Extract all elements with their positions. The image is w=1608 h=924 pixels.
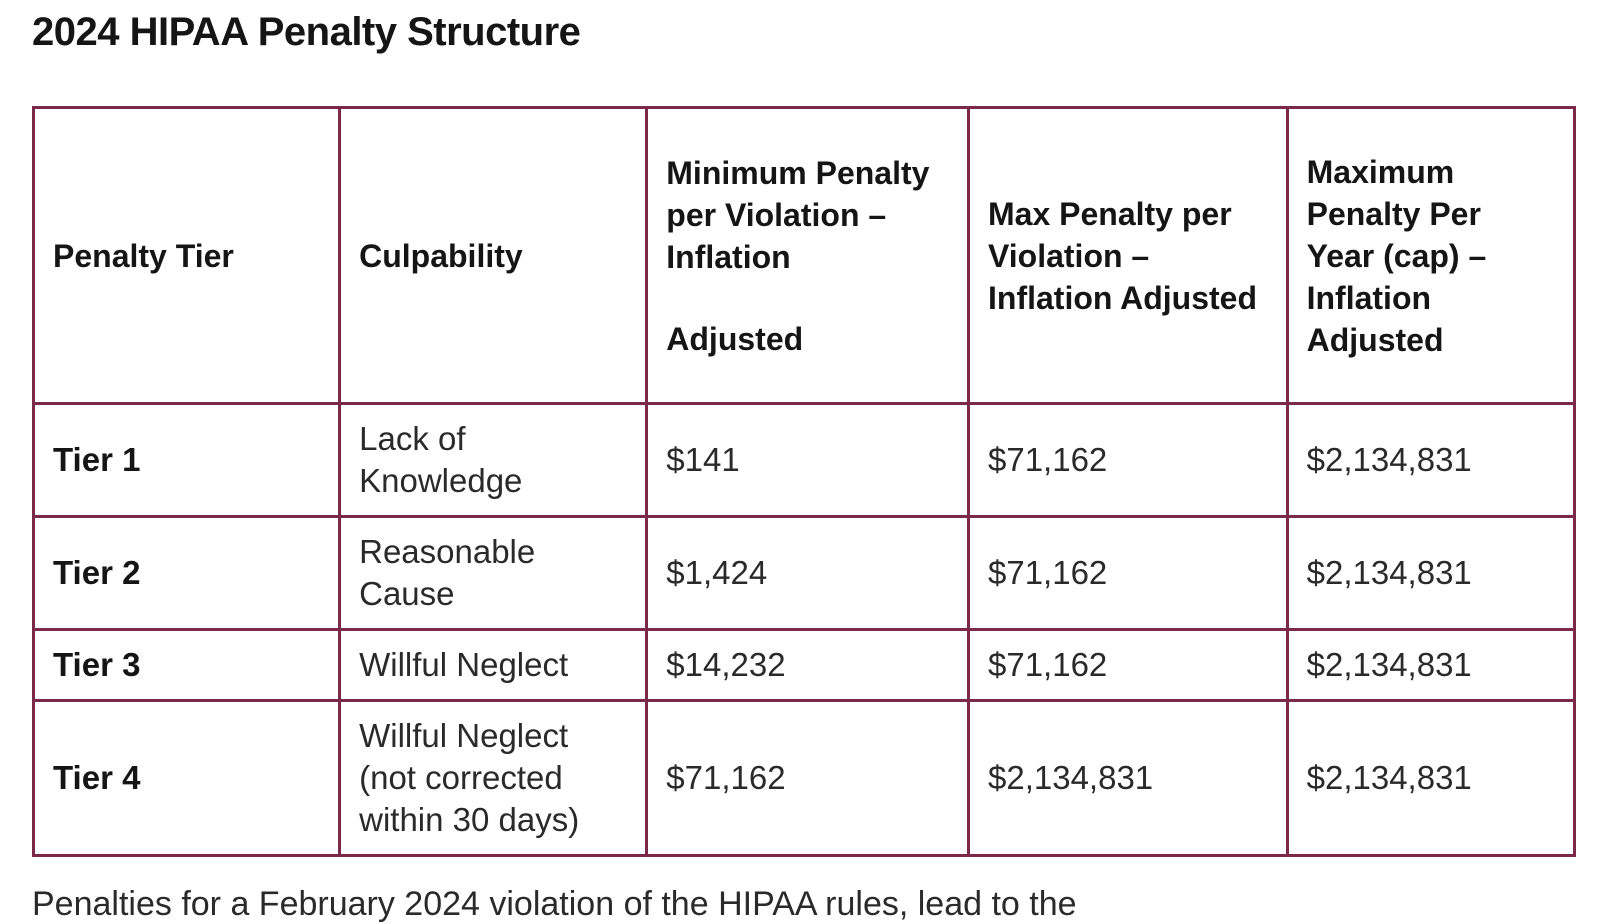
- table-row: Tier 3 Willful Neglect $14,232 $71,162 $…: [31, 628, 1577, 702]
- max-violation-cell: $71,162: [967, 515, 1289, 631]
- min-penalty-cell: $14,232: [645, 628, 970, 702]
- max-year-cell: $2,134,831: [1285, 515, 1577, 631]
- header-culpability: Culpability: [338, 106, 649, 405]
- body-paragraph-partial: Penalties for a February 2024 violation …: [32, 885, 1077, 923]
- max-violation-cell: $2,134,831: [967, 699, 1289, 857]
- min-penalty-cell: $1,424: [645, 515, 970, 631]
- table-row: Tier 2 Reasonable Cause $1,424 $71,162 $…: [31, 515, 1577, 631]
- max-violation-cell: $71,162: [967, 628, 1289, 702]
- header-min-penalty-line1: Minimum Penalty per Violation – Inflatio…: [666, 154, 930, 275]
- tier-cell: Tier 1: [31, 402, 342, 518]
- culpability-cell: Willful Neglect (not corrected within 30…: [338, 699, 649, 857]
- header-min-penalty-line2: Adjusted: [666, 320, 804, 357]
- tier-cell: Tier 2: [31, 515, 342, 631]
- header-max-per-year: Maximum Penalty Per Year (cap) – Inflati…: [1285, 106, 1577, 405]
- tier-cell: Tier 4: [31, 699, 342, 857]
- table-row: Tier 4 Willful Neglect (not corrected wi…: [31, 699, 1577, 857]
- header-penalty-tier: Penalty Tier: [31, 106, 342, 405]
- min-penalty-cell: $141: [645, 402, 970, 518]
- culpability-cell: Lack of Knowledge: [338, 402, 649, 518]
- max-year-cell: $2,134,831: [1285, 402, 1577, 518]
- header-min-penalty: Minimum Penalty per Violation – Inflatio…: [645, 106, 970, 405]
- max-violation-cell: $71,162: [967, 402, 1289, 518]
- culpability-cell: Reasonable Cause: [338, 515, 649, 631]
- max-year-cell: $2,134,831: [1285, 628, 1577, 702]
- culpability-cell: Willful Neglect: [338, 628, 649, 702]
- header-max-per-violation: Max Penalty per Violation – Inflation Ad…: [967, 106, 1289, 405]
- min-penalty-cell: $71,162: [645, 699, 970, 857]
- table-header-row: Penalty Tier Culpability Minimum Penalty…: [31, 106, 1577, 405]
- penalty-table: Penalty Tier Culpability Minimum Penalty…: [31, 106, 1577, 857]
- page-title: 2024 HIPAA Penalty Structure: [32, 10, 581, 54]
- tier-cell: Tier 3: [31, 628, 342, 702]
- table-row: Tier 1 Lack of Knowledge $141 $71,162 $2…: [31, 402, 1577, 518]
- header-spacer: [666, 278, 949, 318]
- max-year-cell: $2,134,831: [1285, 699, 1577, 857]
